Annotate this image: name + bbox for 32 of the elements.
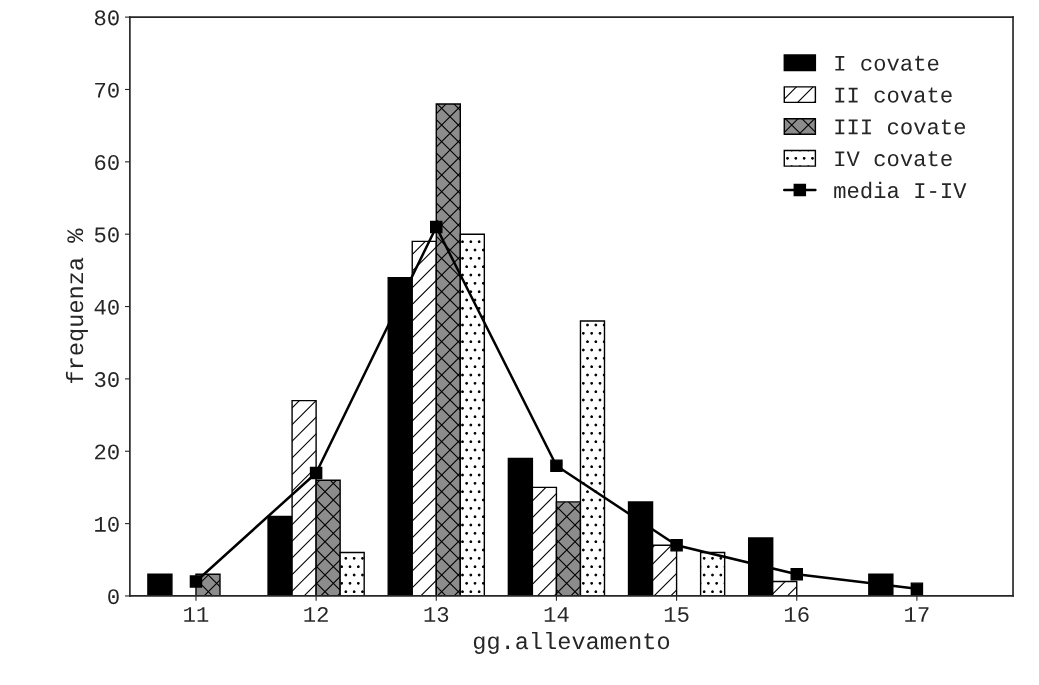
x-tick-label: 11 bbox=[184, 607, 209, 622]
point bbox=[189, 575, 203, 588]
point bbox=[430, 220, 443, 234]
bar bbox=[147, 573, 173, 596]
y-tick-label: 70 bbox=[95, 82, 119, 98]
x-tick-label: 13 bbox=[424, 606, 449, 622]
point bbox=[790, 567, 803, 581]
point bbox=[550, 459, 563, 472]
bar bbox=[507, 457, 534, 596]
y-tick-label: 50 bbox=[94, 227, 119, 243]
y-tick-label: 80 bbox=[94, 10, 119, 26]
legend-label: media I-IV bbox=[834, 181, 967, 199]
legend-label: II covate bbox=[835, 87, 952, 103]
legend-label: III covate bbox=[835, 119, 966, 135]
y-axis-title: frequenza % bbox=[65, 228, 88, 383]
point bbox=[670, 539, 683, 552]
y-tick-label: 10 bbox=[95, 516, 119, 532]
x-tick-label: 16 bbox=[785, 606, 809, 622]
point bbox=[309, 466, 323, 480]
x-tick-label: 12 bbox=[304, 606, 328, 622]
y-tick-label: 60 bbox=[95, 155, 119, 171]
x-tick-label: 14 bbox=[544, 607, 569, 622]
x-tick-label: 15 bbox=[664, 607, 689, 622]
x-tick-label: 17 bbox=[905, 607, 929, 622]
x-axis-title: gg.allevamento bbox=[473, 631, 670, 654]
y-tick-label: 20 bbox=[95, 444, 119, 460]
y-tick-label: 30 bbox=[94, 372, 119, 388]
y-tick-label: 40 bbox=[94, 299, 119, 315]
point bbox=[910, 582, 924, 595]
legend-label: I covate bbox=[835, 55, 939, 71]
y-tick-label: 0 bbox=[108, 589, 119, 605]
legend-label: IV covate bbox=[835, 151, 952, 167]
